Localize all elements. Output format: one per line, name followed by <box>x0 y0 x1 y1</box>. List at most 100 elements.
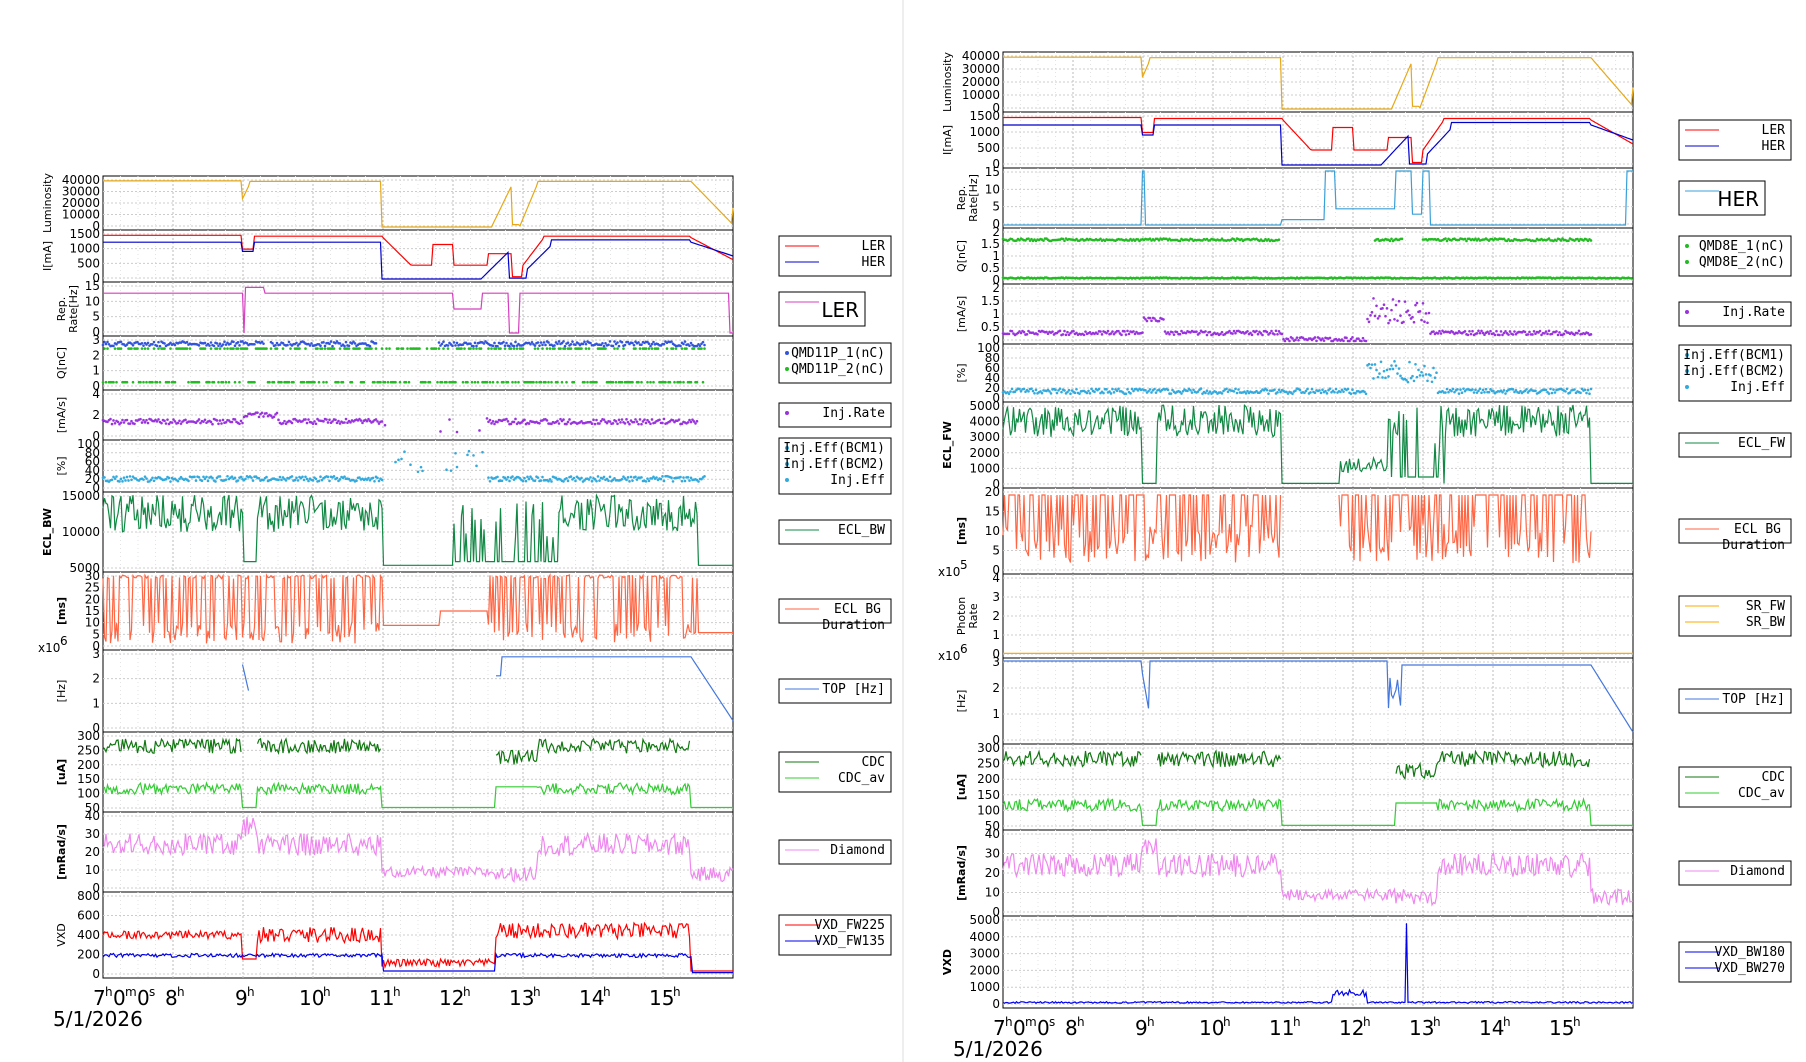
data-point <box>1534 239 1537 243</box>
data-point <box>1387 321 1390 325</box>
data-point <box>695 380 699 384</box>
data-point <box>1280 332 1284 336</box>
tick-label: 10 <box>985 886 1000 900</box>
tick-label: 0 <box>92 881 100 895</box>
data-point <box>1465 239 1468 243</box>
data-point <box>119 340 123 344</box>
data-point <box>397 347 400 350</box>
data-point <box>314 477 318 481</box>
data-point <box>1427 311 1431 315</box>
data-point <box>142 344 145 347</box>
data-point <box>316 347 319 350</box>
panel-frame <box>1002 915 1634 1009</box>
tick-label: 3 <box>992 590 1000 604</box>
data-point <box>1342 339 1345 343</box>
data-point <box>536 476 540 479</box>
y-axis-label: [ms] <box>55 597 68 625</box>
tick-label: 0 <box>992 733 1000 747</box>
tick-label: 0 <box>992 333 1000 347</box>
data-point <box>1205 389 1209 393</box>
data-point <box>374 347 378 350</box>
data-point <box>1274 329 1278 333</box>
data-point <box>250 476 253 479</box>
tick-label: 40 <box>85 463 100 477</box>
data-point <box>1144 388 1147 392</box>
data-point <box>214 480 217 483</box>
data-point <box>1301 336 1305 340</box>
data-point <box>218 419 222 422</box>
data-point <box>1013 390 1017 393</box>
data-point <box>167 422 171 426</box>
data-point <box>1507 333 1510 336</box>
data-point <box>1433 376 1437 380</box>
data-point <box>1406 309 1410 312</box>
data-point <box>514 417 517 421</box>
data-point <box>650 342 654 346</box>
panel-top: 3 2 1 0 [Hz] x10 6 TOP [Hz] <box>938 642 1792 747</box>
data-point <box>1351 388 1354 392</box>
legend-label: HER <box>862 255 886 270</box>
tick-label: 15 <box>985 165 1000 179</box>
data-point <box>106 420 109 424</box>
data-point <box>1255 329 1258 333</box>
data-point <box>167 476 171 480</box>
data-point <box>325 418 328 421</box>
data-point <box>617 418 621 422</box>
data-point <box>1250 333 1254 337</box>
data-point <box>421 469 424 473</box>
data-point <box>287 380 291 384</box>
data-point <box>461 343 465 346</box>
data-point <box>1066 330 1069 334</box>
data-point <box>544 343 547 347</box>
data-point <box>560 341 564 345</box>
data-point <box>1375 368 1378 372</box>
data-point <box>1267 392 1270 395</box>
data-point <box>505 417 508 421</box>
data-point <box>383 423 387 427</box>
panel-q: 21.510.50 Q[nC] QMD8E_1(nC)QMD8E_2(nC) <box>955 225 1792 287</box>
data-point <box>1072 329 1075 333</box>
legend-swatch <box>785 462 789 466</box>
data-point <box>1550 332 1554 336</box>
data-point <box>670 476 673 479</box>
data-point <box>224 421 228 424</box>
data-point <box>472 454 475 457</box>
data-point <box>1195 330 1198 333</box>
data-point <box>1543 332 1546 335</box>
tick-label: 0 <box>92 271 100 285</box>
data-point <box>655 476 658 479</box>
time-tick-label: 11 <box>369 986 394 1010</box>
data-point <box>374 418 378 421</box>
data-point <box>151 380 154 384</box>
data-point <box>125 475 129 479</box>
data-point <box>1112 332 1116 336</box>
data-point <box>1205 333 1209 337</box>
time-tick-label: 0 <box>1037 1016 1050 1040</box>
data-point <box>1291 392 1294 396</box>
legend-label: QMD8E_2(nC) <box>1699 255 1785 270</box>
data-point <box>1394 364 1398 367</box>
data-point <box>1249 331 1252 335</box>
data-point <box>113 347 117 350</box>
data-point <box>518 476 522 480</box>
data-point <box>1342 390 1345 393</box>
data-point <box>106 340 109 344</box>
data-point <box>1045 330 1048 334</box>
data-point <box>409 463 412 467</box>
legend-label: TOP [Hz] <box>822 682 885 697</box>
data-point <box>440 380 444 384</box>
data-point <box>301 475 304 479</box>
data-point <box>590 422 594 426</box>
data-point <box>1445 387 1449 391</box>
data-point <box>614 380 618 384</box>
data-point <box>251 479 255 482</box>
data-point <box>560 380 564 384</box>
multiplier-label: x10 <box>938 565 960 579</box>
data-point <box>338 422 342 425</box>
data-point <box>371 476 375 480</box>
data-point <box>466 453 469 457</box>
data-point <box>169 341 172 345</box>
series-line <box>1003 170 1633 226</box>
data-point <box>643 418 646 421</box>
data-point <box>332 347 336 350</box>
